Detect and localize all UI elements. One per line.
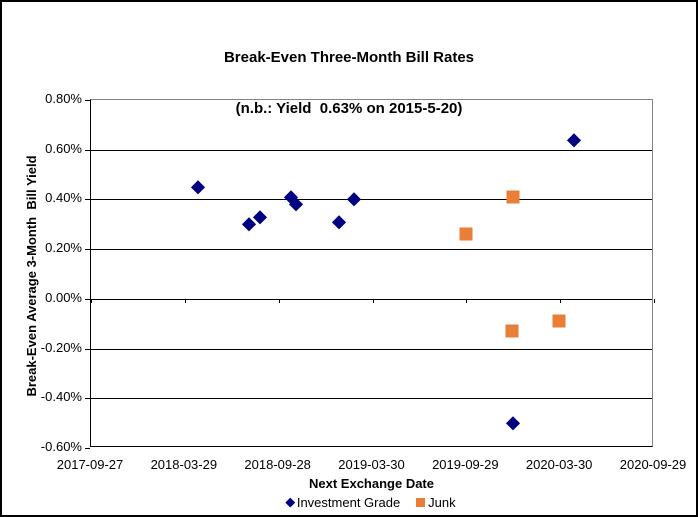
y-gridline (91, 149, 652, 151)
x-axis-tick (654, 298, 655, 303)
y-axis-tick-label: 0.80% (45, 91, 82, 106)
data-point-investment-grade (567, 133, 581, 147)
x-axis-tick-label: 2017-09-27 (56, 457, 124, 472)
legend-entry: Junk (416, 495, 456, 510)
x-axis-tick-label: 2020-09-29 (619, 457, 687, 472)
y-axis-tick-label: 0.00% (45, 289, 82, 305)
data-point-investment-grade (506, 416, 520, 430)
legend-entry: Investment Grade (285, 495, 401, 510)
x-axis-line (91, 298, 652, 300)
y-axis-tick-label: 0.20% (45, 240, 82, 256)
y-axis-tick-label: -0.60% (40, 439, 82, 454)
chart-title-block: Break-Even Three-Month Bill Rates (n.b.:… (2, 15, 696, 151)
y-axis-tick-label: 0.60% (45, 140, 82, 156)
x-axis-tick-label: 2018-09-28 (244, 457, 311, 472)
y-axis-tick (85, 348, 90, 350)
legend-label: Investment Grade (296, 495, 401, 510)
y-axis-tick (85, 100, 90, 101)
plot-area (85, 99, 655, 449)
square-icon (416, 498, 426, 507)
y-gridline (91, 199, 652, 201)
y-axis-tick (85, 199, 90, 201)
data-point-investment-grade (242, 217, 256, 231)
y-axis-tick (85, 249, 90, 251)
data-point-investment-grade (347, 192, 361, 207)
y-axis-title: Break-Even Average 3-Month Bill Yield (24, 155, 39, 397)
y-axis-tick-label: -0.40% (40, 389, 82, 405)
chart-title: Break-Even Three-Month Bill Rates (223, 49, 475, 66)
x-axis-tick (466, 298, 468, 303)
x-axis-tick-label: 2019-03-30 (338, 457, 405, 472)
data-point-investment-grade (252, 210, 267, 224)
chart-subtitle: (n.b.: Yield 0.63% on 2015-5-20) (235, 100, 463, 117)
y-axis-tick-label: -0.20% (40, 339, 82, 355)
data-point-junk (459, 227, 473, 241)
data-point-investment-grade (331, 215, 346, 229)
y-axis-tick (85, 149, 90, 151)
x-axis-tick (372, 298, 374, 303)
x-axis-title: Next Exchange Date (309, 476, 434, 491)
x-axis-tick-label: 2020-03-30 (525, 457, 593, 472)
data-point-investment-grade (190, 180, 205, 194)
x-axis-tick (278, 298, 280, 303)
data-point-junk (506, 190, 520, 204)
y-axis-tick (85, 298, 90, 300)
y-axis-tick (85, 398, 90, 400)
legend: Investment Grade Junk (90, 495, 653, 510)
y-gridline (91, 249, 652, 251)
legend-label: Junk (428, 495, 456, 510)
diamond-icon (285, 497, 296, 508)
x-axis-tick-label: 2018-03-29 (150, 457, 218, 472)
x-axis-tick (91, 298, 92, 303)
y-axis-tick-label: 0.40% (45, 190, 82, 206)
data-point-junk (552, 314, 566, 328)
y-gridline (91, 398, 652, 400)
y-gridline (91, 348, 652, 350)
x-axis-tick (560, 298, 562, 303)
y-axis-tick (85, 448, 90, 449)
x-axis-tick-label: 2019-09-29 (432, 457, 499, 472)
x-axis-tick (184, 298, 186, 303)
data-point-junk (505, 324, 519, 338)
